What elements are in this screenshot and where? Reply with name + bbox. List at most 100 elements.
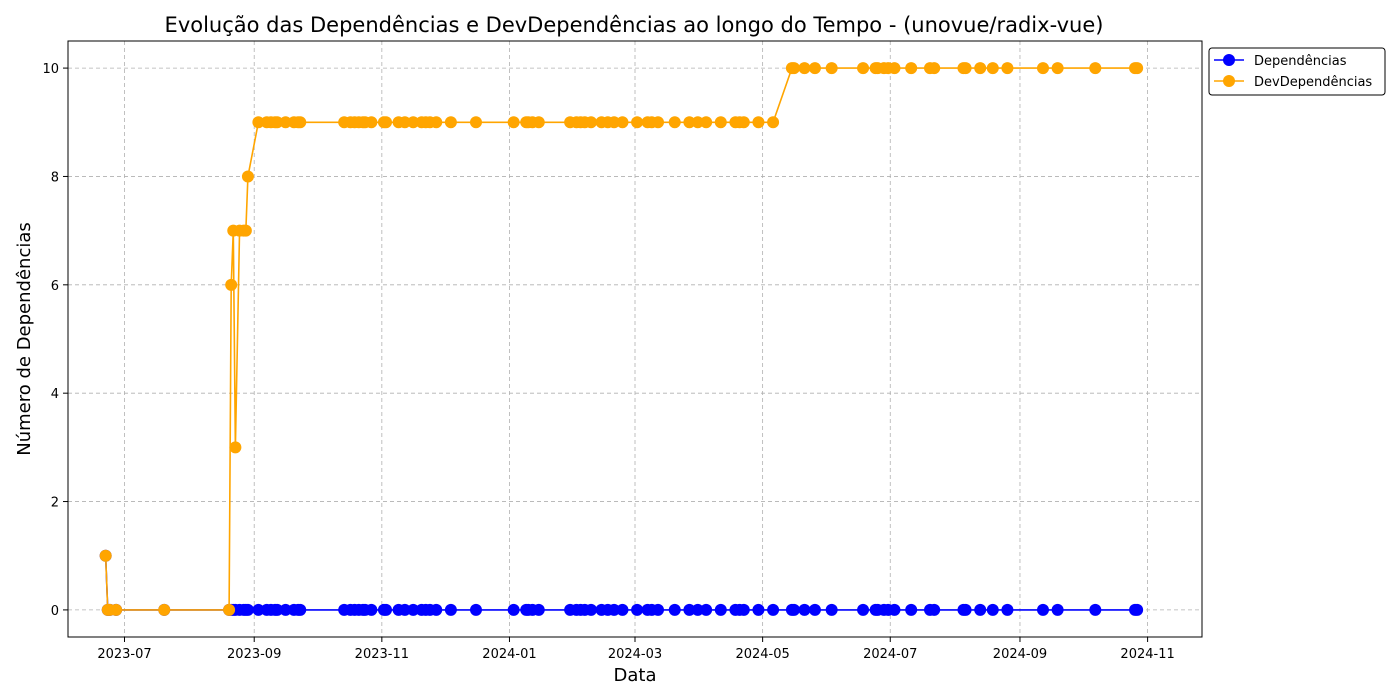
series-1	[99, 62, 1144, 616]
data-point	[365, 116, 378, 129]
data-point	[986, 603, 999, 616]
data-point	[223, 603, 236, 616]
data-point	[585, 603, 598, 616]
data-point	[1051, 62, 1064, 75]
chart-title: Evolução das Dependências e DevDependênc…	[165, 13, 1104, 37]
data-point	[752, 603, 765, 616]
data-point	[1001, 62, 1014, 75]
x-tick-label: 2024-05	[735, 647, 789, 662]
data-point	[252, 116, 265, 129]
data-point	[241, 170, 254, 183]
data-point	[808, 603, 821, 616]
data-point	[507, 603, 520, 616]
data-point	[110, 603, 123, 616]
data-point	[752, 116, 765, 129]
data-point	[857, 62, 870, 75]
data-point	[365, 603, 378, 616]
y-axis-ticks: 0 2 4 6 8 10	[42, 62, 68, 619]
data-point	[585, 116, 598, 129]
data-point	[825, 62, 838, 75]
data-point	[1131, 62, 1144, 75]
data-point	[225, 278, 238, 291]
data-point	[1001, 603, 1014, 616]
data-point	[279, 116, 292, 129]
data-point	[469, 603, 482, 616]
x-tick-label: 2024-01	[482, 647, 536, 662]
y-tick-label: 10	[42, 62, 59, 77]
data-point	[905, 62, 918, 75]
data-point	[714, 603, 727, 616]
data-point	[444, 116, 457, 129]
data-point	[279, 603, 292, 616]
data-point	[158, 603, 171, 616]
data-point	[700, 603, 713, 616]
data-point	[398, 603, 411, 616]
y-tick-label: 8	[51, 170, 59, 185]
data-point	[798, 62, 811, 75]
data-point	[1131, 603, 1144, 616]
data-point	[986, 62, 999, 75]
y-tick-label: 0	[51, 604, 59, 619]
y-tick-label: 6	[51, 279, 59, 294]
data-point	[691, 603, 704, 616]
data-point	[668, 116, 681, 129]
data-point	[808, 62, 821, 75]
data-point	[700, 116, 713, 129]
data-point	[652, 116, 665, 129]
data-point	[974, 603, 987, 616]
data-point	[407, 603, 420, 616]
data-point	[398, 116, 411, 129]
data-point	[380, 603, 393, 616]
data-point	[1051, 603, 1064, 616]
data-point	[683, 116, 696, 129]
x-tick-label: 2024-11	[1120, 647, 1174, 662]
data-point	[928, 603, 941, 616]
data-point	[825, 603, 838, 616]
data-point	[691, 116, 704, 129]
x-axis-title: Data	[614, 665, 657, 686]
data-point	[407, 116, 420, 129]
data-point	[974, 62, 987, 75]
data-point	[737, 603, 750, 616]
data-point	[767, 603, 780, 616]
legend-marker-dependencias	[1223, 54, 1235, 66]
data-point	[430, 603, 443, 616]
legend-label-dependencias: Dependências	[1254, 54, 1347, 69]
data-point	[430, 116, 443, 129]
data-point	[631, 116, 644, 129]
data-point	[294, 116, 307, 129]
legend: Dependências DevDependências	[1208, 47, 1386, 96]
data-point	[608, 116, 621, 129]
data-point	[888, 62, 901, 75]
data-point	[714, 116, 727, 129]
x-tick-label: 2024-03	[608, 647, 662, 662]
data-point	[767, 116, 780, 129]
x-tick-label: 2024-07	[863, 647, 917, 662]
data-point	[229, 441, 242, 454]
data-point	[1089, 62, 1102, 75]
data-point	[928, 62, 941, 75]
y-tick-label: 4	[51, 387, 59, 402]
data-point	[532, 603, 545, 616]
data-point	[959, 603, 972, 616]
data-point	[798, 603, 811, 616]
data-point	[616, 116, 629, 129]
x-tick-label: 2023-09	[227, 647, 281, 662]
data-point	[616, 603, 629, 616]
data-point	[241, 603, 254, 616]
legend-box	[1208, 47, 1386, 96]
data-point	[608, 603, 621, 616]
data-point	[239, 224, 252, 237]
legend-marker-devdependencias	[1223, 75, 1235, 87]
data-point	[652, 603, 665, 616]
data-point	[905, 603, 918, 616]
data-point	[959, 62, 972, 75]
data-point	[888, 603, 901, 616]
data-point	[788, 603, 801, 616]
data-point	[99, 549, 112, 562]
data-point	[1089, 603, 1102, 616]
data-point	[380, 116, 393, 129]
y-tick-label: 2	[51, 496, 59, 511]
